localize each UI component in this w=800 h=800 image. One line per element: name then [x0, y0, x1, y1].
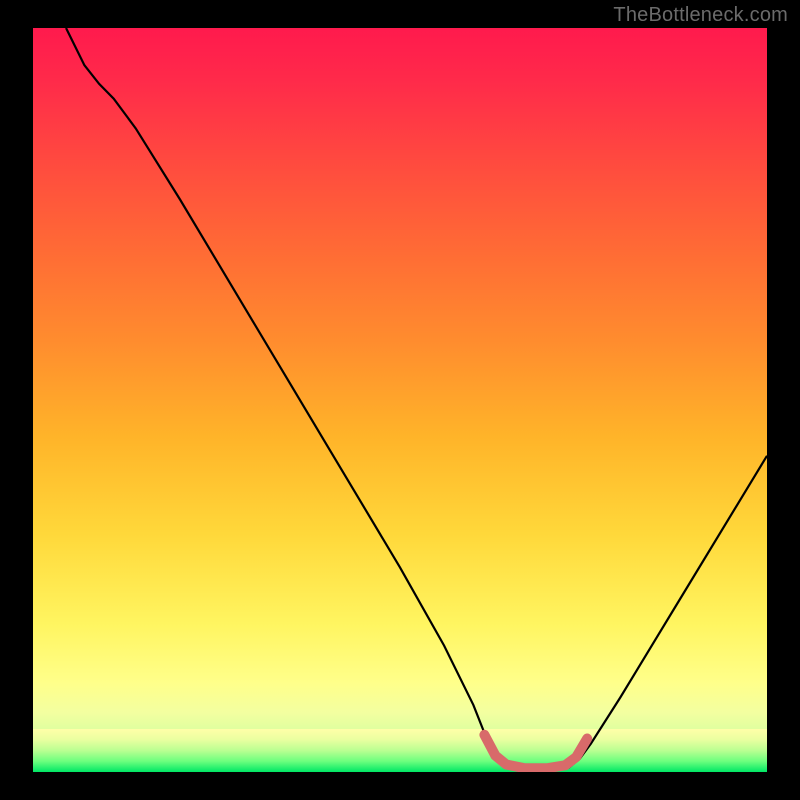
- trough-highlight-path: [484, 735, 587, 768]
- watermark-text: TheBottleneck.com: [613, 4, 788, 27]
- chart-canvas: TheBottleneck.com: [0, 0, 800, 800]
- trough-highlight: [33, 28, 767, 772]
- plot-area: [33, 28, 767, 772]
